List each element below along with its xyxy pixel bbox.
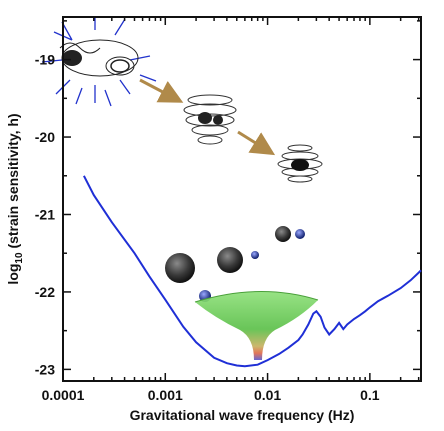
x-tick-label: 0.1 xyxy=(360,387,380,403)
spacetime-funnel xyxy=(194,291,319,360)
evolution-arrow-2 xyxy=(237,130,276,156)
evolution-arrow-1 xyxy=(139,78,184,103)
tick-marks xyxy=(62,17,421,381)
x-axis-label: Gravitational wave frequency (Hz) xyxy=(130,407,355,423)
x-tick-label: 0.001 xyxy=(148,387,183,403)
y-axis-label: log10 (strain sensitivity, h) xyxy=(5,113,25,284)
binary-illustration-2 xyxy=(183,94,237,145)
y-tick-label: -21 xyxy=(35,206,55,222)
binary-illustration-3 xyxy=(277,144,323,183)
black-hole-blobs xyxy=(165,226,305,302)
series-line-sensitivity xyxy=(83,175,422,368)
x-tick-label: 0.01 xyxy=(254,387,281,403)
y-tick-label: -23 xyxy=(35,361,55,377)
y-tick-label: -19 xyxy=(35,52,55,68)
y-tick-label: -20 xyxy=(35,129,55,145)
x-tick-label: 0.0001 xyxy=(42,387,85,403)
tick-labels: 0.0001 0.001 0.01 0.1 -19 -20 -21 -22 -23 xyxy=(35,52,380,403)
y-tick-label: -22 xyxy=(35,284,55,300)
binary-illustration-1 xyxy=(41,16,157,107)
plot-frame xyxy=(62,16,422,382)
